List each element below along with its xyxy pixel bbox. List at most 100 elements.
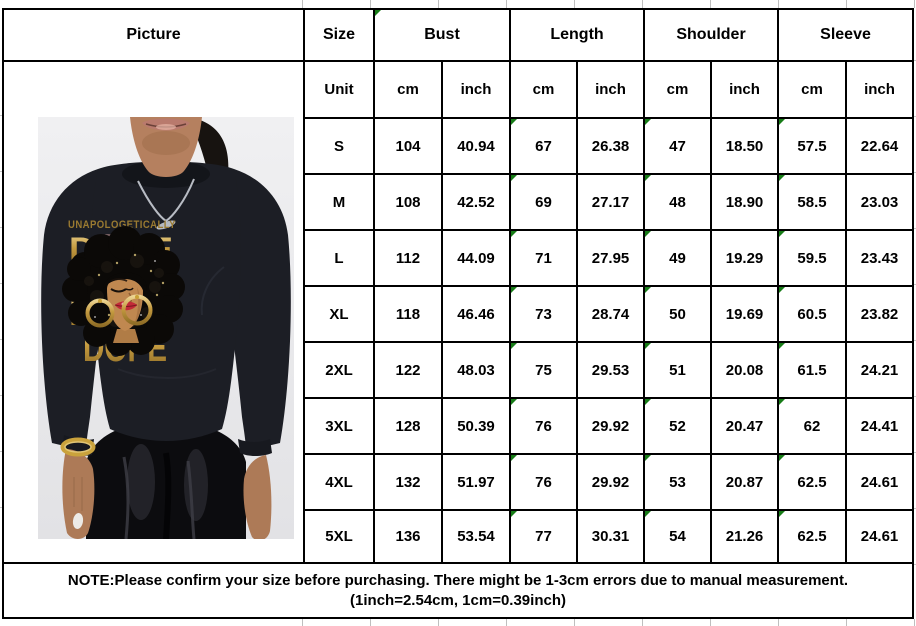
cell-flag-triangle-icon xyxy=(511,231,517,237)
cell-flag-triangle-icon xyxy=(645,511,652,517)
size-row-l: L 112 44.09 71 27.95 49 19.29 59.5 23.43 xyxy=(3,229,915,287)
model-right-hand xyxy=(243,454,272,541)
cell-flag-triangle-icon xyxy=(779,399,786,405)
shoulder-inch-cell: 21.26 xyxy=(710,509,780,564)
cell-value: 58.5 xyxy=(797,193,827,211)
length-cm-cell: 77 xyxy=(509,509,578,564)
cell-flag-triangle-icon xyxy=(645,119,652,125)
bust-header-label: Bust xyxy=(424,26,460,43)
sleeve-inch-cell: 22.64 xyxy=(845,117,915,175)
cell-value: 71 xyxy=(535,249,552,267)
cell-value: 62.5 xyxy=(797,528,827,545)
shoulder-cm-cell: 52 xyxy=(643,397,713,455)
cell-flag-triangle-icon xyxy=(511,455,517,461)
length-inch-cell: 28.74 xyxy=(575,285,646,343)
cell-flag-triangle-icon xyxy=(779,119,786,125)
length-inch-cell: 26.38 xyxy=(575,117,646,175)
size-row-3xl: 3XL 128 50.39 76 29.92 52 20.47 62 24.41 xyxy=(3,397,915,455)
cell-flag-triangle-icon xyxy=(375,10,381,16)
size-chart-table: Picture Size Bust Length Shoulder Sleeve xyxy=(1,8,915,619)
length-inch-cell: 29.92 xyxy=(575,397,646,455)
cell-flag-triangle-icon xyxy=(511,119,517,125)
cell-flag-triangle-icon xyxy=(779,455,786,461)
note-line-2: (1inch=2.54cm, 1cm=0.39inch) xyxy=(350,591,566,609)
sleeve-inch-cell: 24.21 xyxy=(845,341,915,399)
cell-value: 48 xyxy=(669,193,686,211)
length-cm-cell: 69 xyxy=(509,173,578,231)
cell-flag-triangle-icon xyxy=(779,175,786,181)
size-label-cell: XL xyxy=(303,285,375,343)
size-label-cell: 3XL xyxy=(303,397,375,455)
excel-gridline-ticks-top xyxy=(302,0,916,8)
cell-flag-triangle-icon xyxy=(511,399,517,405)
sleeve-cm-cell: 58.5 xyxy=(777,173,848,231)
sleeve-inch-cell: 24.41 xyxy=(845,397,915,455)
sleeve-cm-cell: 62.5 xyxy=(777,509,848,564)
sleeve-cm-cell: 61.5 xyxy=(777,341,848,399)
shoulder-inch-cell: 18.90 xyxy=(710,173,780,231)
cell-flag-triangle-icon xyxy=(645,343,652,349)
sleeve-cm-cell: 60.5 xyxy=(777,285,848,343)
cell-value: 54 xyxy=(669,528,686,545)
bust-inch-cell: 40.94 xyxy=(441,117,511,175)
cell-flag-triangle-icon xyxy=(511,287,517,293)
shoulder-inch-cell: 19.69 xyxy=(710,285,780,343)
illustration-neck xyxy=(113,328,139,343)
bust-column-header: Bust xyxy=(373,8,511,62)
cell-value: 60.5 xyxy=(797,305,827,323)
bust-cm-cell: 136 xyxy=(373,509,443,564)
shoulder-cm-cell: 47 xyxy=(643,117,713,175)
note-line-1: NOTE:Please confirm your size before pur… xyxy=(67,571,849,589)
length-inch-cell: 29.53 xyxy=(575,341,646,399)
bust-cm-cell: 108 xyxy=(373,173,443,231)
bust-cm-cell: 132 xyxy=(373,453,443,511)
cell-flag-triangle-icon xyxy=(511,175,517,181)
cell-flag-triangle-icon xyxy=(779,287,786,293)
bust-cm-cell: 118 xyxy=(373,285,443,343)
unit-cell-shoulder-cm: cm xyxy=(643,60,713,119)
sleeve-cm-cell: 62 xyxy=(777,397,848,455)
bust-inch-cell: 42.52 xyxy=(441,173,511,231)
illustration-eyebrow xyxy=(110,277,128,282)
note-cell: NOTE:Please confirm your size before pur… xyxy=(1,562,915,619)
size-label-cell: S xyxy=(303,117,375,175)
unit-cell-length-inch: inch xyxy=(575,60,646,119)
cell-value: 53 xyxy=(669,473,686,491)
cell-flag-triangle-icon xyxy=(645,287,652,293)
cell-flag-triangle-icon xyxy=(645,231,652,237)
size-label-cell: L xyxy=(303,229,375,287)
length-cm-cell: 73 xyxy=(509,285,578,343)
cell-flag-triangle-icon xyxy=(645,399,652,405)
shoulder-inch-cell: 20.08 xyxy=(710,341,780,399)
shoulder-cm-cell: 48 xyxy=(643,173,713,231)
shoulder-cm-cell: 49 xyxy=(643,229,713,287)
bust-inch-cell: 50.39 xyxy=(441,397,511,455)
cell-value: 77 xyxy=(535,528,552,545)
cell-value: 51 xyxy=(669,361,686,379)
sleeve-column-header: Sleeve xyxy=(777,8,915,62)
cell-value: 76 xyxy=(535,473,552,491)
cell-flag-triangle-icon xyxy=(511,511,517,517)
bust-cm-cell: 104 xyxy=(373,117,443,175)
bust-cm-cell: 112 xyxy=(373,229,443,287)
sleeve-inch-cell: 23.43 xyxy=(845,229,915,287)
picture-column-header: Picture xyxy=(2,8,305,62)
cell-value: 69 xyxy=(535,193,552,211)
length-column-header: Length xyxy=(508,8,646,62)
shoulder-column-header: Shoulder xyxy=(643,8,780,62)
sleeve-cm-cell: 62.5 xyxy=(777,453,848,511)
cell-value: 52 xyxy=(669,417,686,435)
cell-value: 57.5 xyxy=(797,137,827,155)
cell-flag-triangle-icon xyxy=(779,511,786,517)
cell-flag-triangle-icon xyxy=(779,231,786,237)
shoulder-inch-cell: 20.87 xyxy=(710,453,780,511)
size-label-cell: 5XL xyxy=(303,509,375,564)
cell-value: 67 xyxy=(535,137,552,155)
unit-cell-length-cm: cm xyxy=(509,60,578,119)
header-row: Picture Size Bust Length Shoulder Sleeve xyxy=(2,8,915,62)
cell-value: 62 xyxy=(803,417,821,435)
unit-row-label-cell: Unit xyxy=(303,60,375,119)
size-label-cell: 2XL xyxy=(303,341,375,399)
shoulder-inch-cell: 19.29 xyxy=(710,229,780,287)
bust-inch-cell: 44.09 xyxy=(441,229,511,287)
